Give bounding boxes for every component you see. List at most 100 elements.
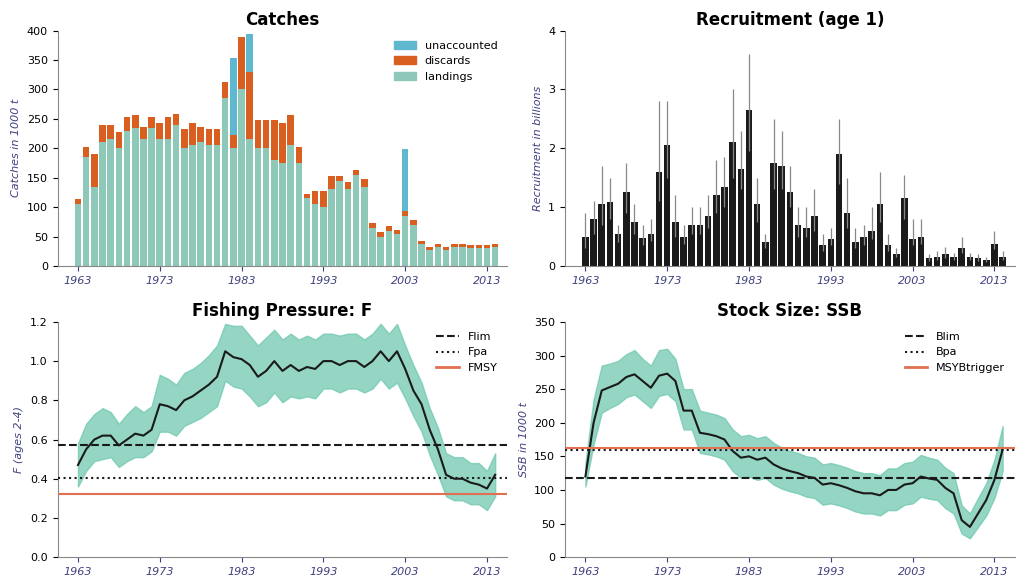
Bar bbox=[108, 139, 114, 266]
Bar bbox=[475, 245, 482, 248]
Bar bbox=[491, 244, 499, 247]
Bar bbox=[328, 176, 334, 189]
Bar bbox=[124, 117, 130, 131]
Bar bbox=[435, 247, 441, 266]
Bar bbox=[958, 248, 965, 266]
Y-axis label: Catches in 1000 t: Catches in 1000 t bbox=[11, 99, 22, 198]
Bar bbox=[631, 222, 638, 266]
Bar bbox=[999, 257, 1005, 266]
Bar bbox=[189, 145, 196, 266]
Bar bbox=[263, 120, 270, 148]
Bar bbox=[353, 175, 359, 266]
Bar bbox=[820, 245, 826, 266]
Bar bbox=[443, 247, 449, 250]
Bar bbox=[337, 181, 343, 266]
Bar bbox=[149, 117, 155, 128]
Bar bbox=[378, 236, 384, 266]
Bar bbox=[746, 110, 752, 266]
Bar bbox=[246, 72, 253, 139]
Bar bbox=[320, 207, 326, 266]
Bar bbox=[656, 172, 663, 266]
Bar bbox=[141, 126, 147, 139]
Bar bbox=[983, 260, 989, 266]
Bar bbox=[345, 182, 351, 189]
Bar bbox=[386, 230, 392, 266]
Bar bbox=[165, 139, 171, 266]
Bar bbox=[966, 257, 974, 266]
Bar bbox=[598, 204, 605, 266]
Bar bbox=[157, 123, 163, 139]
Bar bbox=[491, 247, 499, 266]
Bar bbox=[590, 219, 597, 266]
Bar bbox=[672, 222, 678, 266]
Bar bbox=[271, 120, 278, 160]
Bar bbox=[91, 154, 97, 186]
Bar bbox=[181, 129, 188, 148]
Bar bbox=[254, 148, 262, 266]
Bar bbox=[181, 148, 188, 266]
Title: Stock Size: SSB: Stock Size: SSB bbox=[717, 302, 863, 320]
Bar bbox=[165, 117, 171, 139]
Bar bbox=[263, 148, 270, 266]
Bar bbox=[451, 244, 458, 247]
Bar bbox=[345, 189, 351, 266]
Bar bbox=[729, 142, 736, 266]
Bar bbox=[132, 128, 139, 266]
Bar bbox=[795, 225, 801, 266]
Bar bbox=[468, 245, 474, 248]
Bar bbox=[279, 123, 286, 163]
Bar bbox=[468, 248, 474, 266]
Bar bbox=[205, 129, 212, 145]
Bar bbox=[205, 145, 212, 266]
Bar bbox=[647, 233, 655, 266]
Bar bbox=[419, 244, 425, 266]
Bar bbox=[606, 202, 614, 266]
Bar bbox=[238, 89, 245, 266]
Bar bbox=[312, 204, 318, 266]
Bar bbox=[483, 248, 490, 266]
Bar bbox=[803, 228, 810, 266]
Bar bbox=[688, 225, 695, 266]
Bar bbox=[361, 186, 367, 266]
Bar bbox=[868, 230, 875, 266]
Bar bbox=[419, 241, 425, 244]
Bar bbox=[901, 198, 908, 266]
Bar bbox=[337, 176, 343, 181]
Bar bbox=[213, 145, 221, 266]
Title: Fishing Pressure: F: Fishing Pressure: F bbox=[192, 302, 372, 320]
Bar bbox=[460, 244, 466, 247]
Bar bbox=[132, 115, 139, 128]
Bar bbox=[884, 245, 892, 266]
Bar bbox=[876, 204, 883, 266]
Bar bbox=[75, 204, 81, 266]
Bar bbox=[246, 139, 253, 266]
Bar bbox=[623, 192, 630, 266]
Bar bbox=[369, 228, 376, 266]
Bar bbox=[754, 204, 760, 266]
Bar bbox=[402, 216, 408, 266]
Bar bbox=[828, 239, 834, 266]
Bar bbox=[582, 236, 589, 266]
Bar bbox=[680, 236, 686, 266]
Bar bbox=[304, 193, 310, 198]
Bar bbox=[230, 135, 237, 148]
Bar bbox=[386, 226, 392, 230]
Bar bbox=[100, 125, 106, 142]
Bar bbox=[836, 154, 842, 266]
Bar bbox=[615, 233, 622, 266]
Bar bbox=[917, 236, 924, 266]
Title: Catches: Catches bbox=[245, 11, 320, 29]
Bar bbox=[287, 115, 293, 145]
Bar bbox=[664, 145, 670, 266]
Bar bbox=[460, 247, 466, 266]
Bar bbox=[172, 114, 180, 125]
Bar bbox=[222, 82, 229, 98]
Bar bbox=[213, 129, 221, 145]
Bar bbox=[222, 98, 229, 266]
Bar bbox=[230, 148, 237, 266]
Legend: Blim, Bpa, MSYBtrigger: Blim, Bpa, MSYBtrigger bbox=[901, 328, 1010, 377]
Bar bbox=[925, 258, 933, 266]
Bar bbox=[410, 220, 417, 225]
Bar bbox=[451, 247, 458, 266]
Bar bbox=[254, 120, 262, 148]
